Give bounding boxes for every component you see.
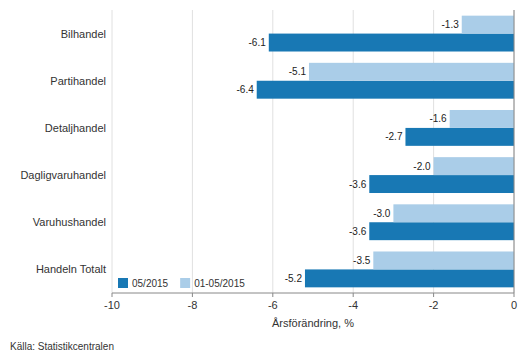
category-label: Partihandel <box>50 75 106 87</box>
category-label: Handeln Totalt <box>36 263 106 275</box>
data-label: -5.2 <box>285 273 303 284</box>
data-label: -3.5 <box>353 255 371 266</box>
bar <box>434 157 514 175</box>
bar <box>462 16 514 34</box>
data-label: -1.3 <box>442 19 460 30</box>
category-label: Dagligvaruhandel <box>20 169 106 181</box>
grid-line <box>514 10 515 293</box>
data-label: -2.7 <box>385 131 403 142</box>
legend-swatch <box>118 278 128 288</box>
legend-entry: 05/2015 <box>132 278 169 289</box>
tick-label: 0 <box>511 299 517 311</box>
tick-label: -8 <box>188 299 198 311</box>
grid-line <box>192 10 193 293</box>
legend-entry: 01-05/2015 <box>194 278 245 289</box>
bar <box>450 110 514 128</box>
chart: -10 -8 -6 -4 -2 0 -5.2 -3.6 -3.6 -2.7 -6.4 -6.1 -3.5… <box>0 0 530 357</box>
tick-mark <box>272 293 273 297</box>
tick-mark <box>192 293 193 297</box>
category-label: Detaljhandel <box>45 122 106 134</box>
bar <box>257 81 514 99</box>
tick-label: -6 <box>268 299 278 311</box>
bar <box>393 204 514 222</box>
data-label: -5.1 <box>289 66 307 77</box>
grid-line <box>272 10 273 293</box>
grid-line <box>353 10 354 293</box>
data-label: -6.1 <box>249 37 267 48</box>
data-label: -3.6 <box>349 179 367 190</box>
grid-line <box>112 10 113 293</box>
legend-swatch <box>180 278 190 288</box>
data-label: -2.0 <box>413 161 431 172</box>
bar <box>305 269 514 287</box>
tick-label: -4 <box>348 299 358 311</box>
grid <box>112 10 514 293</box>
bar <box>405 128 514 146</box>
bars <box>257 16 514 288</box>
data-label: -3.0 <box>373 208 391 219</box>
tick-label: -2 <box>429 299 439 311</box>
bar <box>269 34 514 52</box>
tick-mark <box>514 293 515 297</box>
bar <box>369 222 514 240</box>
x-axis-label: Årsförändring, % <box>272 317 354 329</box>
x-axis-line <box>112 293 514 294</box>
source: Källa: Statistikcentralen <box>10 341 114 352</box>
bar <box>369 175 514 193</box>
legend: 05/2015 01-05/2015 <box>118 278 245 289</box>
grid-line <box>433 10 434 293</box>
category-label: Varuhushandel <box>33 216 106 228</box>
bar <box>309 63 514 81</box>
bar <box>373 251 514 269</box>
tick-label: -10 <box>104 299 120 311</box>
tick-mark <box>112 293 113 297</box>
tick-mark <box>433 293 434 297</box>
data-label: -6.4 <box>236 84 254 95</box>
category-label: Bilhandel <box>61 28 106 40</box>
zero-line <box>514 10 515 293</box>
tick-mark <box>353 293 354 297</box>
data-labels: -5.2 -3.6 -3.6 -2.7 -6.4 -6.1 -3.5 -3.0 -2.0 -1.6… <box>236 19 459 284</box>
data-label: -1.6 <box>429 113 447 124</box>
data-label: -3.6 <box>349 226 367 237</box>
